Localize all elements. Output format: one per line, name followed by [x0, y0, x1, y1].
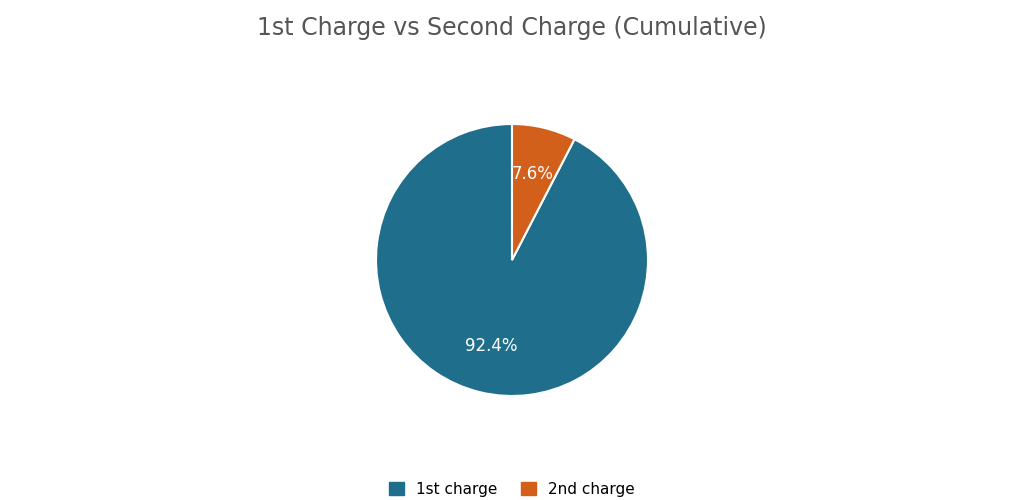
Title: 1st Charge vs Second Charge (Cumulative): 1st Charge vs Second Charge (Cumulative)	[257, 16, 767, 40]
Wedge shape	[512, 124, 574, 260]
Text: 7.6%: 7.6%	[512, 165, 554, 183]
Legend: 1st charge, 2nd charge: 1st charge, 2nd charge	[381, 474, 643, 500]
Text: 92.4%: 92.4%	[465, 337, 517, 355]
Wedge shape	[376, 124, 648, 396]
